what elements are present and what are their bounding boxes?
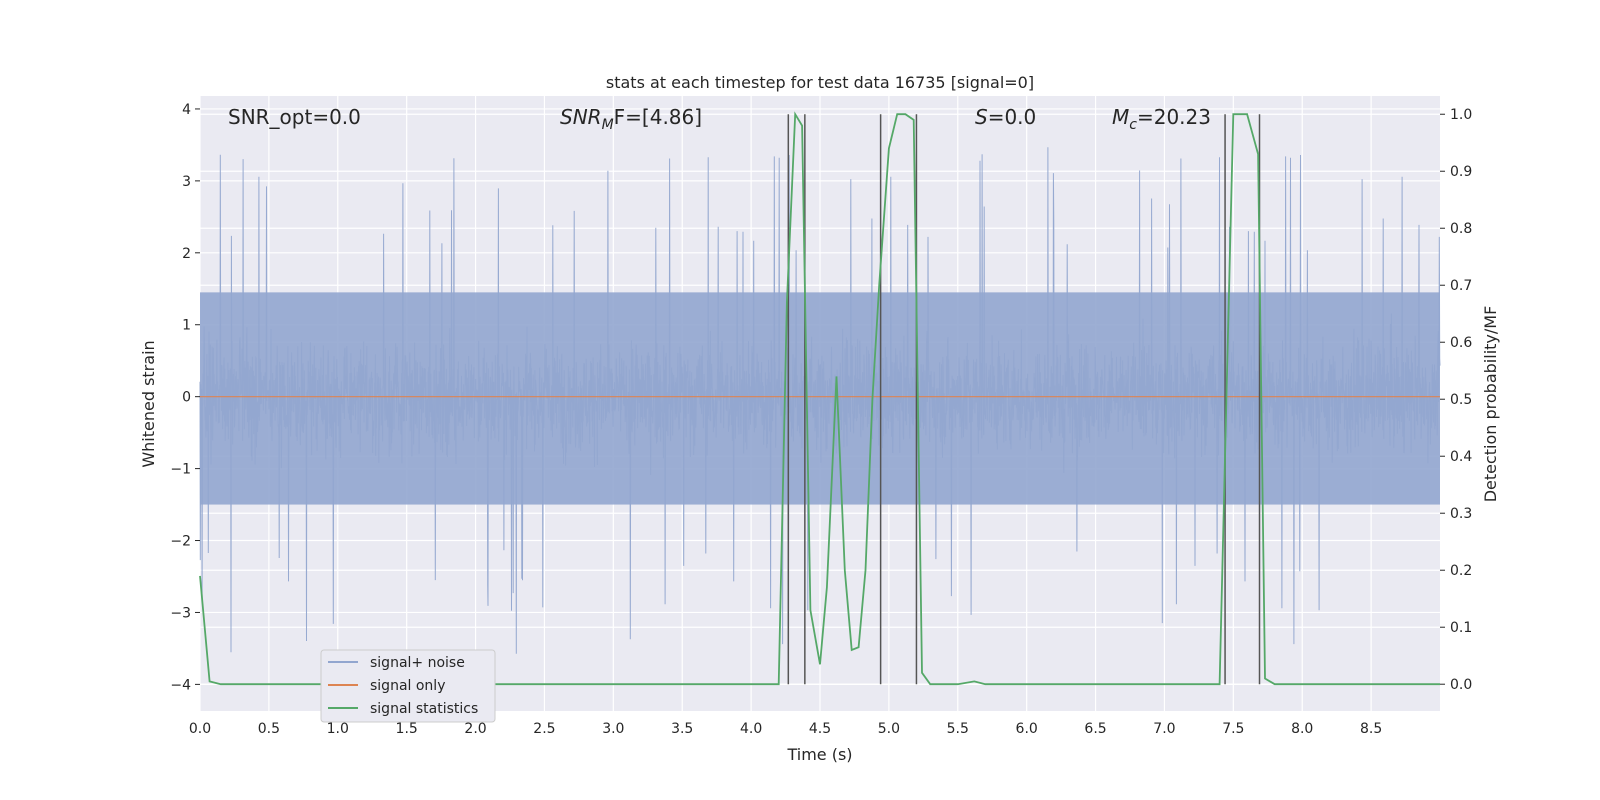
x-tick-label: 3.5 [671, 721, 693, 737]
x-tick-label: 6.5 [1084, 721, 1106, 737]
y-left-tick-label: −1 [170, 462, 191, 478]
x-axis-label: Time (s) [786, 745, 852, 764]
y-left-axis-label: Whitened strain [139, 340, 158, 467]
legend: signal+ noise signal only signal statist… [320, 649, 496, 723]
signal-statistics-series [199, 111, 1440, 686]
y-left-tick-label: −4 [170, 677, 191, 693]
y-left-tick-label: 2 [182, 246, 191, 262]
x-tick-label: 7.5 [1222, 721, 1244, 737]
y-right-tick-label: 0.2 [1450, 563, 1472, 579]
y-right-tick-label: 0.4 [1450, 449, 1472, 465]
y-right-ticks: 1.0 0.9 0.8 0.7 0.6 0.5 0.4 0.3 0.2 0.1 0.0 [1440, 107, 1472, 693]
y-left-tick-label: −2 [170, 534, 191, 550]
y-left-tick-label: 0 [182, 390, 191, 406]
x-ticks: 0.0 0.5 1.0 1.5 2.0 2.5 3.0 3.5 4.0 4.5 5.0 5.5 6.0 6… [189, 721, 1382, 737]
legend-label-signal-noise: signal+ noise [370, 655, 465, 671]
y-right-tick-label: 0.0 [1450, 677, 1472, 693]
chart-title: stats at each timestep for test data 167… [606, 73, 1034, 92]
y-right-tick-label: 0.8 [1450, 221, 1472, 237]
y-left-tick-label: 4 [182, 102, 191, 118]
x-tick-label: 3.0 [602, 721, 624, 737]
signal-noise-series [199, 147, 1441, 654]
annotation-snr-opt: SNR_opt=0.0 [228, 105, 361, 129]
x-tick-label: 6.0 [1016, 721, 1038, 737]
y-left-tick-label: 1 [182, 318, 191, 334]
x-tick-label: 5.0 [878, 721, 900, 737]
y-right-tick-label: 0.7 [1450, 278, 1472, 294]
x-tick-label: 0.5 [258, 721, 280, 737]
signal-statistics-line [199, 111, 1440, 686]
y-right-tick-label: 0.6 [1450, 335, 1472, 351]
x-tick-label: 2.0 [464, 721, 486, 737]
x-tick-label: 8.5 [1360, 721, 1382, 737]
x-tick-label: 7.0 [1153, 721, 1175, 737]
x-tick-label: 1.0 [327, 721, 349, 737]
signal-noise-band [200, 292, 1440, 505]
y-right-tick-label: 0.1 [1450, 620, 1472, 636]
legend-label-signal-only: signal only [370, 678, 445, 694]
y-right-tick-label: 0.3 [1450, 506, 1472, 522]
x-tick-label: 0.0 [189, 721, 211, 737]
x-tick-label: 8.0 [1291, 721, 1313, 737]
x-tick-label: 4.5 [809, 721, 831, 737]
x-tick-label: 4.0 [740, 721, 762, 737]
legend-label-signal-statistics: signal statistics [370, 701, 478, 717]
x-tick-label: 1.5 [396, 721, 418, 737]
y-left-tick-label: 3 [182, 174, 191, 190]
y-right-tick-label: 0.5 [1450, 392, 1472, 408]
y-left-tick-label: −3 [170, 605, 191, 621]
y-right-tick-label: 0.9 [1450, 164, 1472, 180]
y-right-tick-label: 1.0 [1450, 107, 1472, 123]
y-left-ticks: 4 3 2 1 0 −1 −2 −3 −4 [170, 102, 200, 693]
x-tick-label: 2.5 [533, 721, 555, 737]
annotation-snr-mf: SNRMF=[4.86] [560, 105, 702, 133]
x-tick-label: 5.5 [947, 721, 969, 737]
annotation-mc: Mc=20.23 [1112, 105, 1211, 133]
y-right-axis-label: Detection probability/MF [1481, 306, 1500, 503]
legend-box [320, 649, 496, 723]
annotation-s: S=0.0 [975, 105, 1036, 129]
